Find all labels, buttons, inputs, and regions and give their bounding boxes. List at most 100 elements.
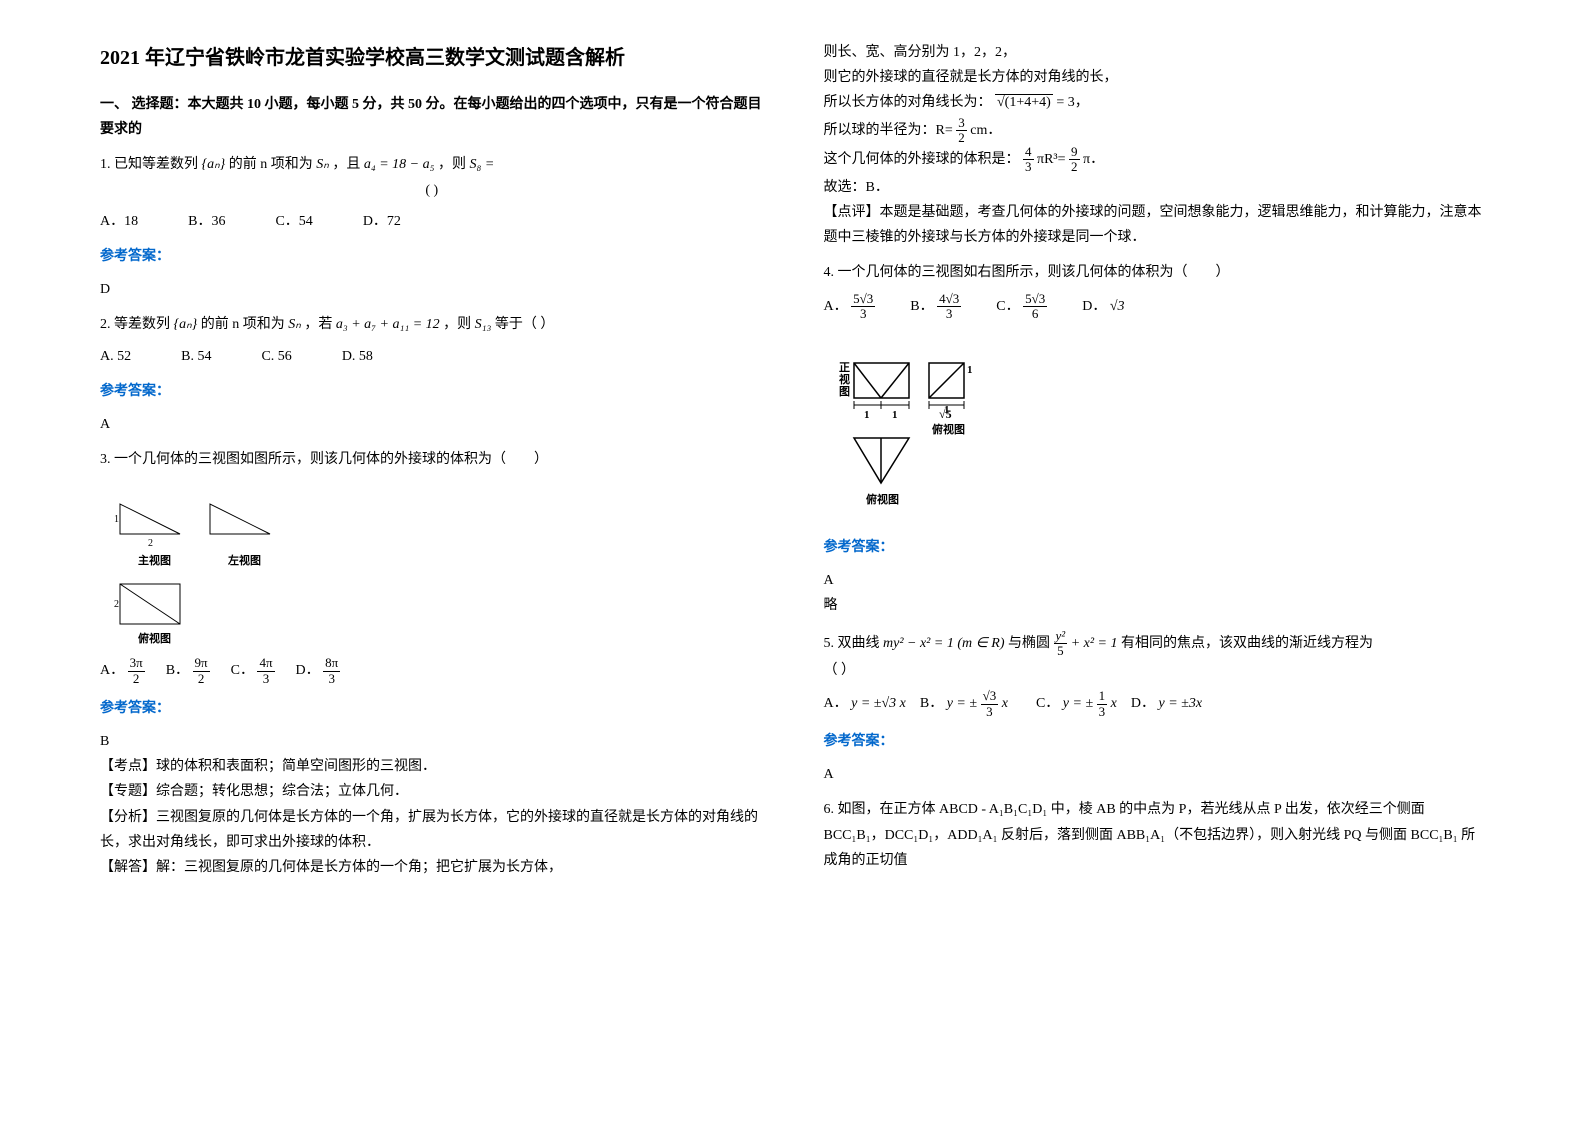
q5-pre: 5. 双曲线 [824, 636, 880, 651]
q5-optA-pre: A． [824, 696, 848, 711]
q1-sn: Sₙ [316, 157, 329, 172]
q1-mid2: ，且 [332, 157, 360, 172]
c2-l5: 这个几何体的外接球的体积是： 43 πR³= 92 π． [824, 145, 1488, 175]
q5-mid2: 有相同的焦点，该双曲线的渐近线方程为 [1121, 636, 1373, 651]
q1-mid1: 的前 n 项和为 [229, 157, 313, 172]
q4-optB-pre: B． [910, 299, 933, 314]
q2-ans: A [100, 412, 764, 437]
page-title: 2021 年辽宁省铁岭市龙首实验学校高三数学文测试题含解析 [100, 40, 764, 76]
q4-optC-num: 5√3 [1023, 292, 1047, 307]
q1-pre: 1. 已知等差数列 [100, 157, 198, 172]
q1-optB: B．36 [188, 209, 225, 234]
q3-optD-den: 3 [323, 672, 340, 686]
q2-seq: {aₙ} [174, 317, 198, 332]
q4-optA-pre: A． [824, 299, 848, 314]
q3-exp-l2: 【专题】综合题；转化思想；综合法；立体几何． [100, 779, 764, 804]
svg-text:视: 视 [839, 372, 850, 386]
q5-optC-den: 3 [1097, 705, 1108, 719]
q1-optD: D．72 [363, 209, 401, 234]
q5-optA: y = ±√3 x [851, 696, 906, 711]
q1-brackets: ( ) [100, 178, 764, 203]
q5-eq2-post: + x² = 1 [1071, 636, 1118, 651]
c2-l3-rad: √(1+4+4) [995, 94, 1053, 110]
q5-stem: 5. 双曲线 my² − x² = 1 (m ∈ R) 与椭圆 y²5 + x²… [824, 629, 1488, 659]
q3-diagram: 1 2 主视图 左视图 2 俯视图 [100, 484, 764, 644]
c2-l2: 则它的外接球的直径就是长方体的对角线的长， [824, 65, 1488, 90]
svg-text:主视图: 主视图 [138, 553, 171, 567]
q3-exp-l4: 【解答】解：三视图复原的几何体是长方体的一个角；把它扩展为长方体， [100, 855, 764, 880]
q3-optB-pre: B． [166, 663, 189, 678]
q5-optB-pre2: y = ± [947, 696, 977, 711]
c2-l5b-num: 9 [1069, 145, 1080, 160]
svg-text:俯视图: 俯视图 [138, 631, 171, 644]
svg-text:1: 1 [114, 514, 119, 525]
q5-options: A． y = ±√3 x B． y = ± √33 x C． y = ± 13 … [824, 689, 1488, 719]
c2-l5a-den: 3 [1023, 160, 1034, 174]
q1-ans: D [100, 277, 764, 302]
q5-ans: A [824, 762, 1488, 787]
q1-ask: S₈ = [470, 157, 495, 172]
q3-optA-den: 2 [128, 672, 145, 686]
q5-optB-den: 3 [981, 705, 999, 719]
q5-optB-num: √3 [981, 689, 999, 704]
q5-optD-pre: D． [1131, 696, 1155, 711]
c2-l5-mid: πR³= [1037, 152, 1066, 167]
q3-optD-num: 8π [323, 656, 340, 671]
q2-optD: D. 58 [342, 344, 373, 369]
q4-optD: √3 [1110, 299, 1125, 314]
q2-stem: 2. 等差数列 {aₙ} 的前 n 项和为 Sₙ ，若 a₃ + a₇ + a₁… [100, 312, 764, 337]
c2-l3-post: = 3， [1056, 95, 1088, 110]
answer-label-5: 参考答案： [824, 729, 1488, 754]
q3-optC-den: 3 [257, 672, 274, 686]
q2-pre: 2. 等差数列 [100, 317, 170, 332]
q2-sn: Sₙ [288, 317, 301, 332]
q4-optA-den: 3 [851, 307, 875, 321]
q2-optA: A. 52 [100, 344, 131, 369]
q2-mid1: 的前 n 项和为 [201, 317, 285, 332]
q5-mid1: 与椭圆 [1008, 636, 1050, 651]
q1-seq: {aₙ} [202, 157, 226, 172]
q2-mid3: ，则 [443, 317, 471, 332]
q5-eq1: my² − x² = 1 (m ∈ R) [883, 636, 1005, 651]
svg-text:1: 1 [864, 409, 870, 421]
c2-l5b-den: 2 [1069, 160, 1080, 174]
c2-l3: 所以长方体的对角线长为： √(1+4+4) = 3， [824, 90, 1488, 115]
q5-optC-num: 1 [1097, 689, 1108, 704]
q5-optB-pre: B． [920, 696, 943, 711]
q6-stem: 6. 如图，在正方体 ABCD - A₁B₁C₁D₁ 中，棱 AB 的中点为 P… [824, 797, 1488, 873]
svg-text:左视图: 左视图 [227, 553, 261, 567]
q1-optA: A．18 [100, 209, 138, 234]
q3-exp-l3: 【分析】三视图复原的几何体是长方体的一个角，扩展为长方体，它的外接球的直径就是长… [100, 805, 764, 855]
q3-options: A． 3π2 B． 9π2 C． 4π3 D． 8π3 [100, 656, 764, 686]
q5-optC-pre: C． [1036, 696, 1059, 711]
q4-ans: A [824, 568, 1488, 593]
q3-optA-pre: A． [100, 663, 124, 678]
q4-optB-num: 4√3 [937, 292, 961, 307]
svg-text:2: 2 [114, 599, 119, 610]
q4-optC-pre: C． [996, 299, 1019, 314]
c2-l4-den: 2 [956, 131, 967, 145]
svg-text:1: 1 [892, 409, 898, 421]
q5-optD: y = ±3x [1158, 696, 1202, 711]
q5-eq2-den: 5 [1054, 644, 1068, 658]
q3-optC-num: 4π [257, 656, 274, 671]
q3-exp-l1: 【考点】球的体积和表面积；简单空间图形的三视图． [100, 754, 764, 779]
q3-optA-num: 3π [128, 656, 145, 671]
q2-optC: C. 56 [261, 344, 291, 369]
c2-l5a-num: 4 [1023, 145, 1034, 160]
c2-l3-pre: 所以长方体的对角线长为： [824, 95, 992, 110]
q5-optB-post: x [1002, 696, 1008, 711]
svg-text:俯视图: 俯视图 [932, 422, 965, 436]
q2-optB: B. 54 [181, 344, 211, 369]
q1-optC: C．54 [275, 209, 312, 234]
svg-text:正: 正 [839, 361, 850, 374]
q3-stem: 3. 一个几何体的三视图如图所示，则该几何体的外接球的体积为（ ） [100, 447, 764, 472]
answer-label-4: 参考答案： [824, 535, 1488, 560]
q2-end: 等于（ ） [495, 317, 555, 332]
q4-diagram: 1 1 1 1 √5 正 视 [824, 333, 1488, 523]
q2-ask: S₁₃ [475, 317, 492, 332]
q3-ans: B [100, 729, 764, 754]
q3-optB-den: 2 [193, 672, 210, 686]
q4-options: A． 5√33 B． 4√33 C． 5√36 D． √3 [824, 292, 1488, 322]
answer-label-2: 参考答案： [100, 379, 764, 404]
